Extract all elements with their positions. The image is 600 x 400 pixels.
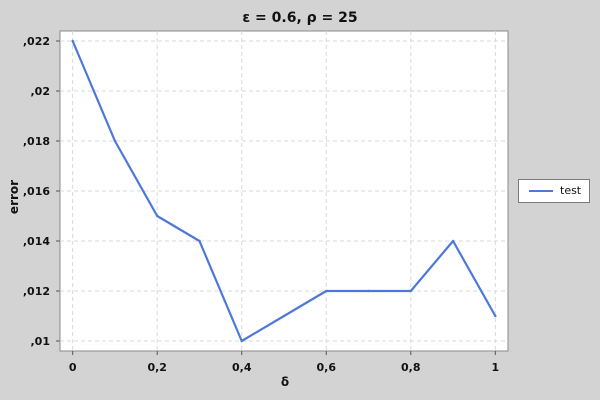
axis-layer: 0 0,2 0,4 0,6 0,8 1 ,01 ,012 ,014 ,016 ,018 ,02 ,022 [23, 35, 499, 374]
x-axis-label: δ [280, 375, 290, 389]
data-point-0-5 [282, 314, 286, 318]
y-tick-label-6: ,022 [23, 35, 50, 48]
x-tick-label-4: 0,8 [401, 361, 421, 374]
data-point-0-6 [325, 289, 328, 293]
y-axis-label: error [7, 179, 21, 215]
chart-title: ε = 0.6, ρ = 25 [242, 10, 358, 26]
x-tick-label-0: 0 [69, 361, 77, 374]
legend: test [518, 179, 590, 203]
y-tick-label-2: ,014 [23, 235, 50, 248]
grid-layer [60, 31, 508, 351]
x-tick-label-3: 0,6 [317, 361, 337, 374]
y-tick-label-3: ,016 [23, 185, 50, 198]
data-point-0-3 [198, 239, 201, 243]
legend-swatch-test [529, 190, 553, 192]
x-tick-label-2: 0,4 [232, 361, 252, 374]
legend-label-test: test [560, 184, 582, 197]
x-tick-label-5: 1 [491, 361, 499, 374]
x-tick-label-1: 0,2 [147, 361, 167, 374]
data-point-0-4 [240, 339, 243, 343]
y-tick-label-4: ,018 [23, 135, 50, 148]
y-tick-label-5: ,02 [31, 85, 51, 98]
y-tick-label-0: ,01 [31, 335, 51, 348]
y-tick-label-1: ,012 [23, 285, 50, 298]
data-point-0-0 [71, 39, 74, 43]
series-layer [71, 39, 497, 343]
data-point-0-7 [367, 289, 370, 293]
data-point-0-8 [409, 289, 412, 293]
data-point-0-2 [156, 214, 159, 218]
data-point-0-10 [494, 314, 497, 318]
data-point-0-9 [451, 239, 455, 243]
data-point-0-1 [113, 139, 117, 143]
